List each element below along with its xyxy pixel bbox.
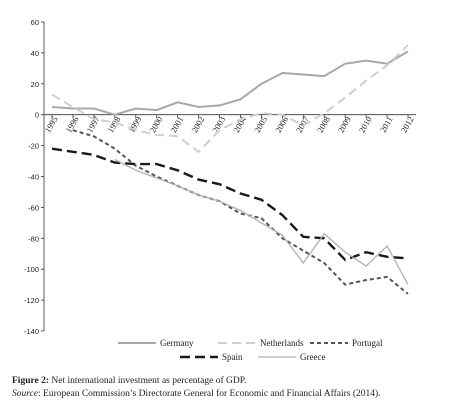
x-tick-label: 2009	[336, 115, 353, 135]
x-tick-label: 2000	[147, 115, 164, 135]
y-tick-label: -100	[24, 265, 39, 274]
legend-label: Greece	[300, 352, 325, 362]
caption-label: Figure 2:	[12, 376, 49, 386]
series-line	[51, 50, 409, 116]
y-tick-label: -60	[28, 203, 39, 212]
x-tick-label: 1999	[126, 115, 143, 135]
source-label: Source	[12, 389, 38, 399]
x-tick-label: 2011	[378, 115, 395, 134]
series-line	[51, 44, 409, 154]
legend-label: Portugal	[352, 338, 383, 348]
y-tick-label: -120	[24, 296, 39, 305]
y-tick-label: -20	[28, 142, 39, 151]
x-tick-label: 1996	[64, 115, 81, 135]
y-tick-label: -40	[28, 173, 39, 182]
legend-label: Netherlands	[260, 338, 304, 348]
x-tick-label: 2007	[294, 115, 311, 135]
y-tick-label: -140	[24, 327, 39, 336]
y-tick-label: 40	[31, 49, 39, 58]
series-line	[51, 147, 409, 262]
y-tick-label: 20	[31, 80, 39, 89]
legend-label: Germany	[160, 338, 194, 348]
series-line	[114, 158, 409, 285]
caption: Figure 2: Net international investment a…	[12, 375, 246, 386]
caption-text: Net international investment as percenta…	[49, 375, 246, 386]
source: Source: European Commission’s Directorat…	[12, 388, 381, 399]
x-tick-label: 2012	[399, 115, 416, 135]
x-tick-label: 2005	[252, 115, 269, 135]
y-tick-label: -80	[28, 234, 39, 243]
y-tick-label: 60	[31, 18, 39, 27]
x-tick-label: 1995	[43, 115, 60, 135]
x-tick-label: 2004	[231, 114, 249, 134]
series-line	[72, 129, 409, 295]
source-text: : European Commission’s Directorate Gene…	[38, 388, 381, 399]
x-tick-label: 2001	[168, 115, 185, 135]
x-tick-label: 2010	[357, 115, 374, 135]
x-tick-label: 2002	[189, 115, 206, 135]
y-tick-label: 0	[35, 111, 39, 120]
x-tick-label: 2006	[273, 115, 290, 135]
legend-label: Spain	[222, 352, 243, 362]
